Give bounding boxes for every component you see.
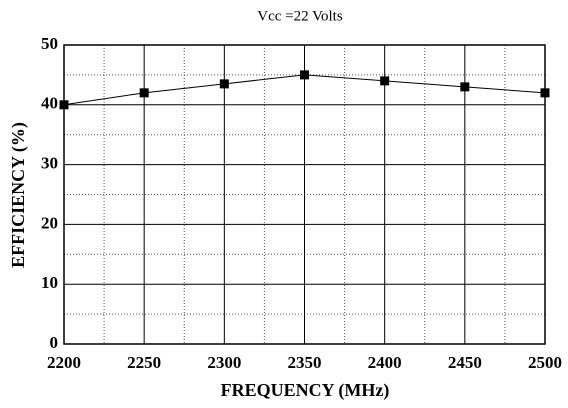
x-tick-label: 2250	[127, 353, 161, 372]
y-tick-label: 40	[41, 94, 58, 113]
x-tick-label: 2300	[207, 353, 241, 372]
marker	[460, 82, 470, 92]
y-tick-label: 30	[41, 154, 58, 173]
marker	[219, 79, 229, 89]
plot-frame	[63, 44, 546, 345]
y-tick-label: 10	[41, 273, 58, 292]
x-tick-label: 2350	[288, 353, 322, 372]
x-tick-label: 2200	[47, 353, 81, 372]
y-tick-label: 50	[41, 34, 58, 53]
y-tick-label: 0	[50, 333, 59, 352]
x-axis-label: FREQUENCY (MHz)	[221, 380, 390, 401]
marker	[300, 70, 309, 80]
x-tick-label: 2500	[528, 353, 562, 372]
y-axis-label: EFFICIENCY (%)	[8, 122, 29, 268]
chart-title: Vcc =22 Volts	[257, 8, 343, 24]
x-tick-label: 2400	[368, 353, 402, 372]
marker	[380, 76, 390, 86]
marker	[139, 88, 149, 98]
y-tick-label: 20	[41, 213, 58, 232]
marker	[540, 88, 550, 98]
x-tick-label: 2450	[448, 353, 482, 372]
marker	[59, 100, 69, 110]
